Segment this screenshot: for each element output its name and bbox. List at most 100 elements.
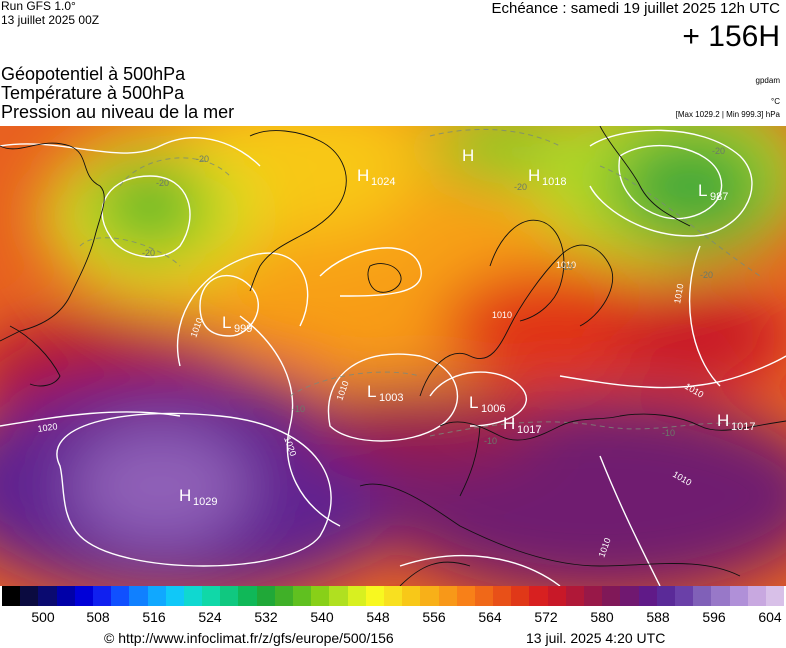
colorbar-tick: 516: [142, 609, 166, 625]
pressure-center-letter: H: [717, 411, 729, 430]
pressure-center-value: 1018: [542, 176, 566, 188]
temperature-label: -20: [712, 146, 725, 156]
run-title: Run GFS 1.0°: [1, 0, 76, 13]
colorbar-swatch: [402, 586, 421, 606]
colorbar-swatch: [383, 586, 403, 606]
isobars: [0, 129, 786, 586]
pressure-center-letter: L: [367, 382, 376, 401]
colorbar-swatch: [565, 586, 584, 606]
colorbar-tick: 564: [478, 609, 502, 625]
geopotential-colorbar: [2, 586, 785, 606]
colorbar-swatch: [38, 586, 57, 606]
pressure-center-letter: H: [503, 414, 515, 433]
temperature-label: -20: [700, 270, 713, 280]
colorbar-swatch: [729, 586, 748, 606]
colorbar-tick: 572: [534, 609, 558, 625]
colorbar-swatch: [256, 586, 275, 606]
isobar-label: 1010: [672, 283, 685, 304]
colorbar-tick: 588: [646, 609, 670, 625]
pressure-center-value: 987: [710, 191, 728, 203]
colorbar-swatch: [711, 586, 730, 606]
colorbar-swatch: [311, 586, 330, 606]
colorbar-swatch: [656, 586, 675, 606]
colorbar-swatch: [274, 586, 293, 606]
colorbar-swatch: [329, 586, 348, 606]
colorbar-swatch: [111, 586, 130, 606]
colorbar-swatch: [456, 586, 475, 606]
colorbar-swatch: [20, 586, 39, 606]
pressure-center-letter: L: [469, 393, 478, 412]
colorbar-swatch: [420, 586, 439, 606]
colorbar-swatch: [56, 586, 75, 606]
temperature-label: -20: [156, 178, 169, 188]
colorbar-swatch: [2, 586, 21, 606]
pressure-center-letter: L: [222, 313, 231, 332]
colorbar-swatch: [74, 586, 93, 606]
layer-pressure-label: Pression au niveau de la mer: [1, 102, 235, 122]
colorbar-swatch: [620, 586, 639, 606]
colorbar-tick: 548: [366, 609, 390, 625]
colorbar-tick: 596: [702, 609, 726, 625]
pressure-center-value: 1024: [371, 176, 395, 188]
colorbar-swatch: [547, 586, 566, 606]
forecast-offset: + 156H: [682, 20, 780, 53]
pressure-center-letter: H: [357, 166, 369, 185]
colorbar-tick: 500: [31, 609, 55, 625]
colorbar-tick: 508: [86, 609, 110, 625]
pressure-center-value: 999: [234, 323, 252, 335]
layer-geopotential-label: Géopotentiel à 500hPa: [1, 64, 186, 84]
geopotential-field: [0, 126, 786, 586]
colorbar-swatch: [493, 586, 512, 606]
colorbar-tick: 604: [758, 609, 782, 625]
colorbar-swatch: [365, 586, 384, 606]
source-url-link[interactable]: © http://www.infoclimat.fr/z/gfs/europe/…: [104, 630, 394, 646]
colorbar-swatch: [474, 586, 494, 606]
colorbar-tick: 540: [310, 609, 334, 625]
colorbar-swatch: [183, 586, 203, 606]
pressure-range: [Max 1029.2 | Min 999.3] hPa: [675, 110, 780, 119]
colorbar-swatch: [511, 586, 530, 606]
colorbar-swatch: [638, 586, 657, 606]
pressure-center-letter: H: [179, 486, 191, 505]
temperature-label: -20: [514, 182, 527, 192]
pressure-center-value: 1017: [517, 424, 541, 436]
temperature-label: -20: [196, 154, 209, 164]
temperature-label: -10: [560, 262, 573, 272]
colorbar-swatch: [129, 586, 148, 606]
isobar-label: 1010: [492, 310, 512, 320]
forecast-time: Echéance : samedi 19 juillet 2025 12h UT…: [491, 0, 780, 17]
colorbar-swatch: [293, 586, 312, 606]
colorbar-swatch: [674, 586, 694, 606]
colorbar-swatch: [238, 586, 257, 606]
colorbar-swatch: [747, 586, 766, 606]
isobar-label: 1020: [37, 421, 58, 434]
temperature-value-labels: -20 -20 -20 -20 -20 -20 -10 -10 -10 -10: [142, 146, 725, 446]
pressure-center-letter: H: [462, 146, 474, 165]
colorbar-tick: 580: [590, 609, 614, 625]
generated-timestamp: 13 juil. 2025 4:20 UTC: [526, 630, 666, 646]
pressure-center-letter: L: [698, 181, 707, 200]
colorbar-swatch: [584, 586, 603, 606]
colorbar-swatch: [529, 586, 548, 606]
colorbar-tick: 524: [198, 609, 222, 625]
pressure-center-labels: H 1024 H H 1018 L 987 L 999 L 1003 L 1006 H 101…: [179, 146, 755, 508]
colorbar-swatch: [92, 586, 112, 606]
weather-map: H 1024 H H 1018 L 987 L 999 L 1003 L 1006 H 101…: [0, 126, 786, 586]
layer-temperature-label: Température à 500hPa: [1, 83, 185, 103]
pressure-center-value: 1003: [379, 392, 403, 404]
colorbar-tick: 556: [422, 609, 446, 625]
colorbar-tick: 532: [254, 609, 278, 625]
colorbar-swatch: [602, 586, 621, 606]
temperature-label: -10: [662, 428, 675, 438]
isobar-label: 1010: [556, 260, 576, 270]
temperature-unit: °C: [771, 97, 780, 106]
temperature-isotherms: [79, 128, 761, 437]
temperature-label: -10: [292, 404, 305, 414]
geopotential-unit: gpdam: [755, 76, 780, 85]
temperature-label: -10: [484, 436, 497, 446]
run-date: 13 juillet 2025 00Z: [1, 13, 100, 27]
colorbar-swatch: [165, 586, 184, 606]
pressure-center-letter: H: [528, 166, 540, 185]
colorbar-swatch: [147, 586, 166, 606]
pressure-center-value: 1029: [193, 496, 217, 508]
